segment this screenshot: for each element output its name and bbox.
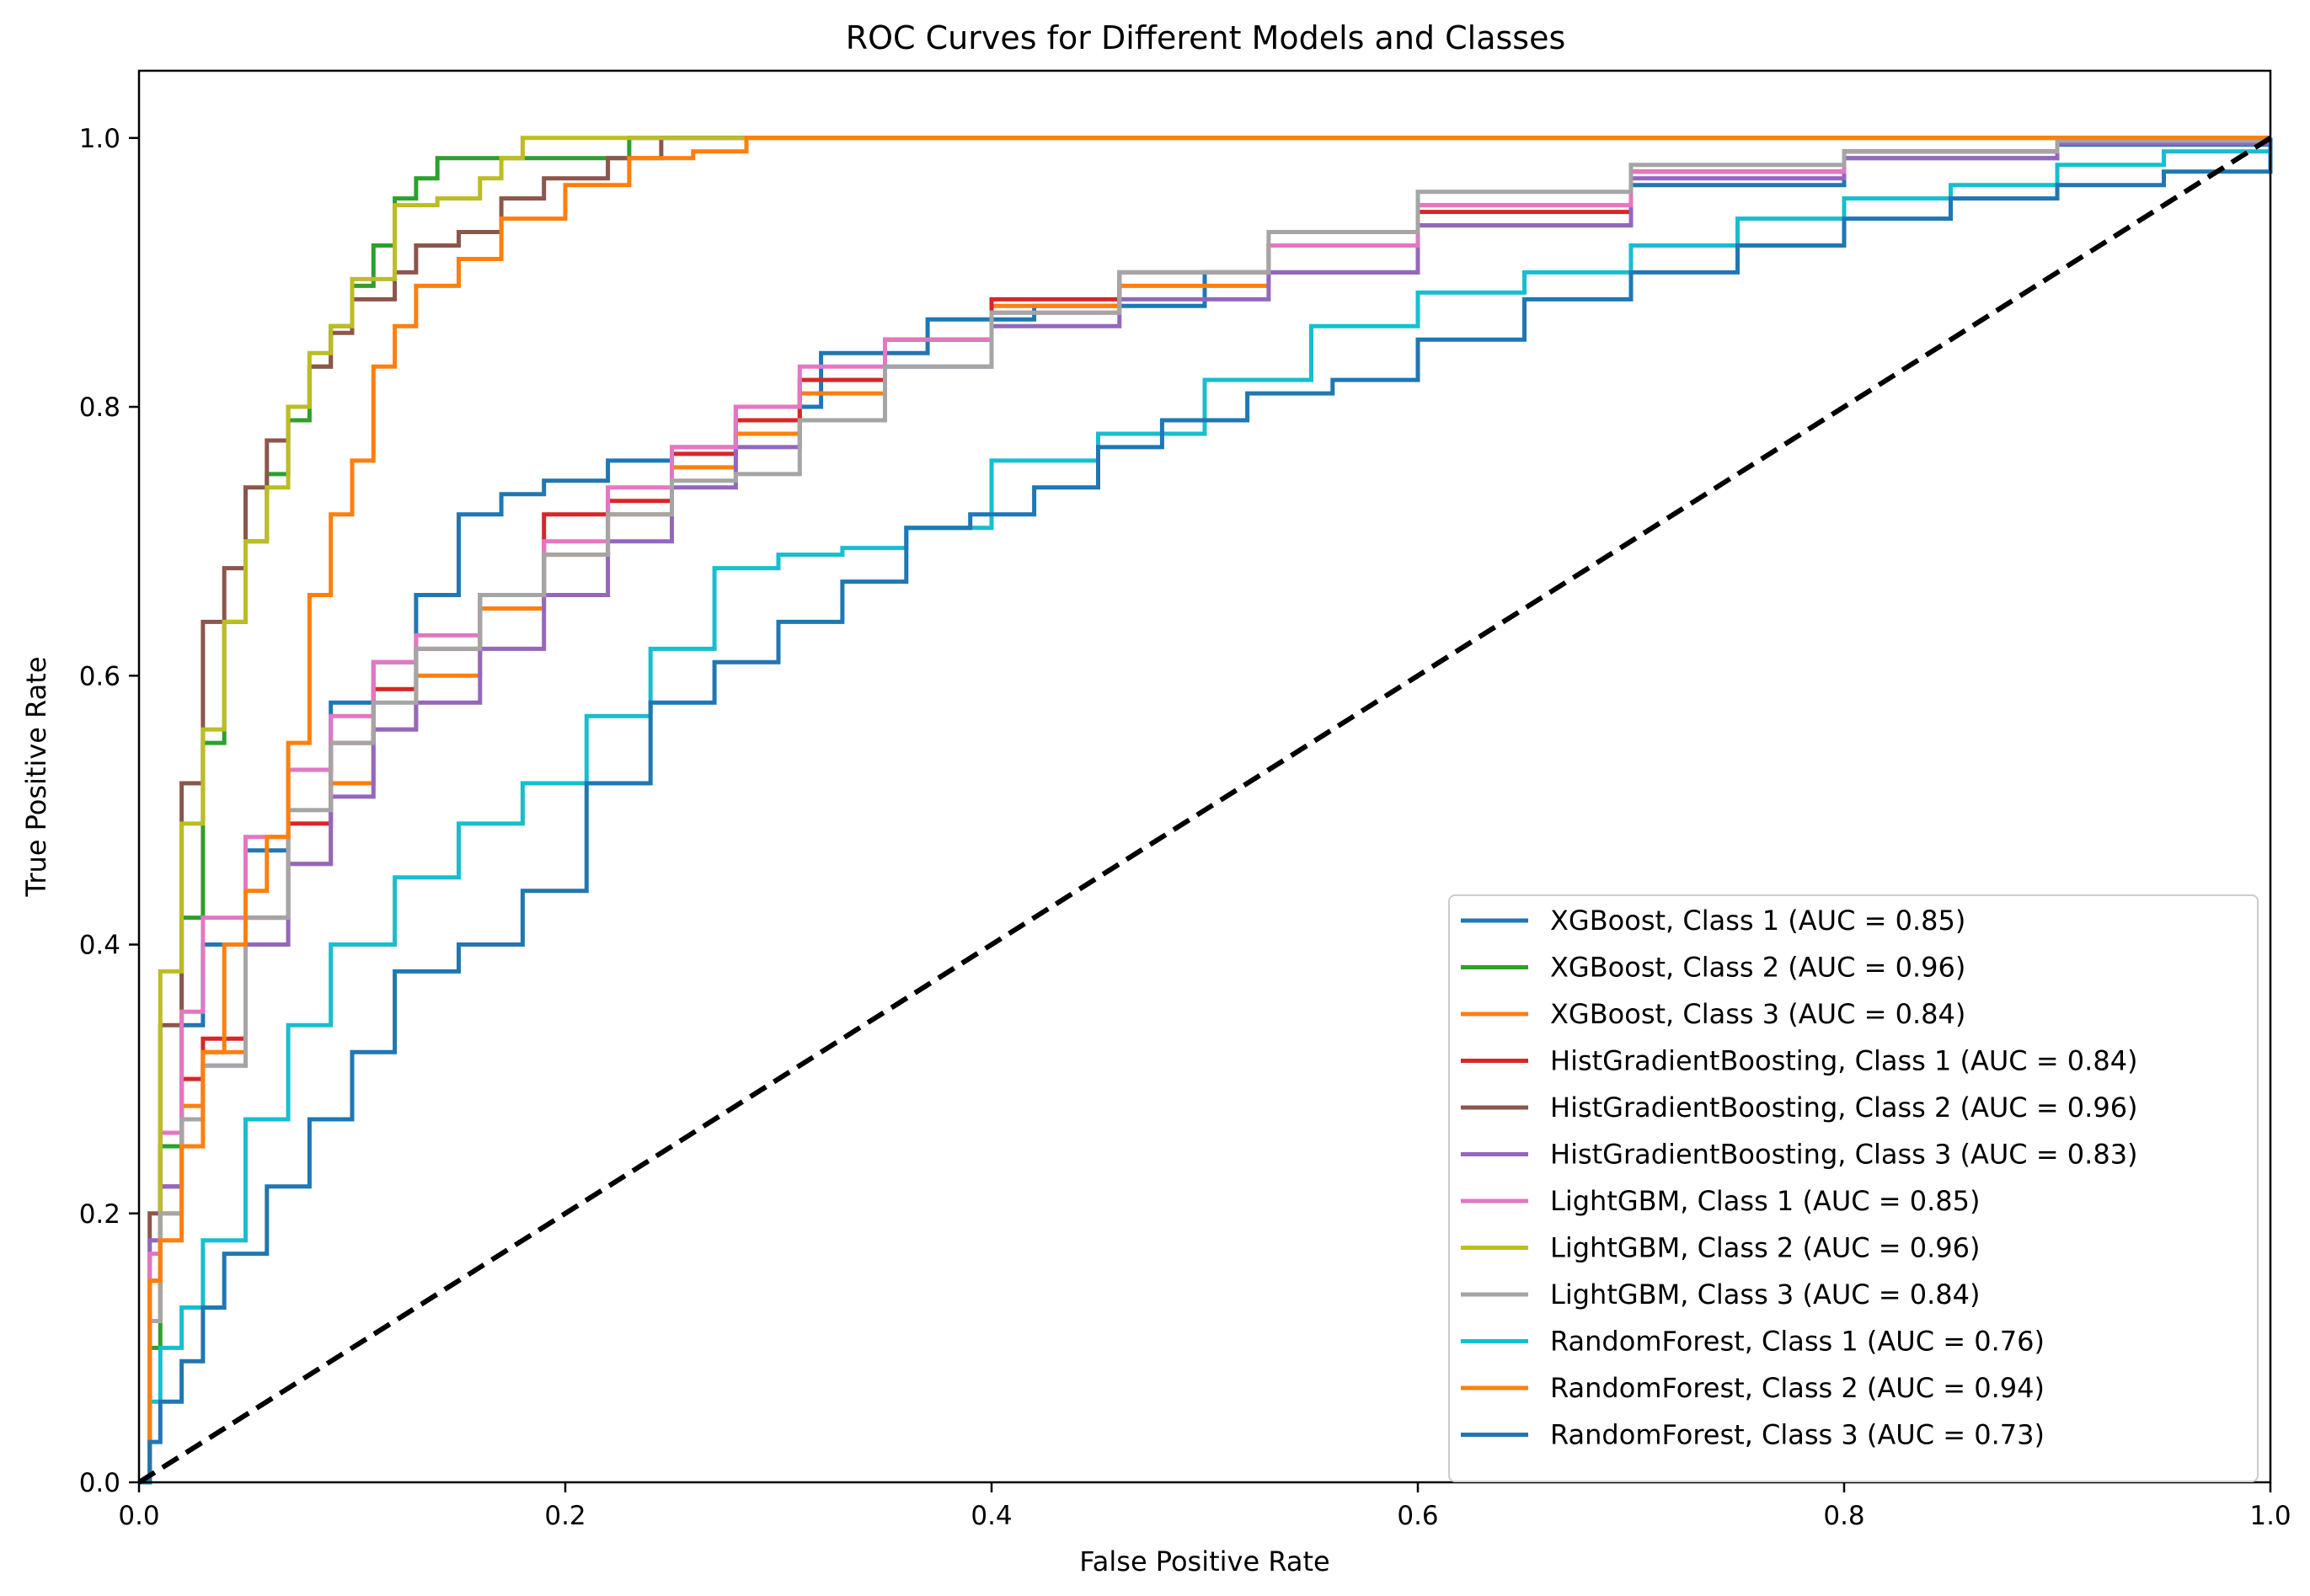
roc-curve-10 bbox=[139, 137, 2273, 1485]
y-tick-label: 0.4 bbox=[79, 931, 120, 961]
series-layer bbox=[139, 136, 2273, 1485]
y-tick-label: 0.8 bbox=[79, 392, 120, 423]
y-tick-label: 0.2 bbox=[79, 1199, 120, 1230]
chart-title: ROC Curves for Different Models and Clas… bbox=[846, 19, 1566, 56]
chance-diagonal bbox=[137, 136, 2272, 1485]
legend-entry: XGBoost, Class 1 (AUC = 0.85) bbox=[1550, 905, 1965, 937]
x-tick-label: 0.0 bbox=[118, 1501, 159, 1531]
legend-entry: LightGBM, Class 1 (AUC = 0.85) bbox=[1550, 1185, 1980, 1217]
legend-box bbox=[1448, 894, 2259, 1482]
legend-entry: RandomForest, Class 2 (AUC = 0.94) bbox=[1550, 1372, 2045, 1404]
legend-entry: XGBoost, Class 2 (AUC = 0.96) bbox=[1550, 952, 1965, 984]
y-tick-label: 0.0 bbox=[79, 1468, 120, 1498]
legend-entry: HistGradientBoosting, Class 1 (AUC = 0.8… bbox=[1550, 1045, 2138, 1077]
x-tick-label: 0.2 bbox=[544, 1501, 586, 1531]
x-tick-label: 0.6 bbox=[1397, 1501, 1438, 1531]
legend-entry: LightGBM, Class 2 (AUC = 0.96) bbox=[1550, 1232, 1980, 1264]
legend-entry: XGBoost, Class 3 (AUC = 0.84) bbox=[1550, 998, 1965, 1030]
x-tick-label: 0.8 bbox=[1823, 1501, 1864, 1531]
legend-entry: RandomForest, Class 1 (AUC = 0.76) bbox=[1550, 1326, 2045, 1358]
y-axis-label: True Positive Rate bbox=[20, 656, 52, 897]
plot-frame bbox=[137, 69, 2272, 1484]
legend-entry: LightGBM, Class 3 (AUC = 0.84) bbox=[1550, 1278, 1980, 1310]
x-axis: 0.0 0.2 0.4 0.6 0.8 1.0 bbox=[118, 1482, 2291, 1531]
x-tick-label: 0.4 bbox=[971, 1501, 1012, 1531]
y-tick-label: 0.6 bbox=[79, 661, 120, 691]
legend-entry: HistGradientBoosting, Class 3 (AUC = 0.8… bbox=[1550, 1139, 2138, 1171]
y-axis: 0.0 0.2 0.4 0.6 0.8 1.0 bbox=[79, 124, 139, 1498]
roc-curve-11 bbox=[139, 136, 2270, 1485]
roc-curve-5 bbox=[139, 136, 2270, 1485]
x-axis-label: False Positive Rate bbox=[1079, 1545, 1329, 1577]
legend-entry: RandomForest, Class 3 (AUC = 0.73) bbox=[1550, 1419, 2045, 1451]
legend-entry: HistGradientBoosting, Class 2 (AUC = 0.9… bbox=[1550, 1092, 2138, 1124]
roc-curve-12 bbox=[139, 137, 2273, 1485]
legend: XGBoost, Class 1 (AUC = 0.85) XGBoost, Cl… bbox=[1448, 894, 2259, 1482]
roc-curve-8 bbox=[139, 136, 2270, 1485]
x-tick-label: 1.0 bbox=[2249, 1501, 2291, 1531]
y-tick-label: 1.0 bbox=[79, 124, 120, 154]
